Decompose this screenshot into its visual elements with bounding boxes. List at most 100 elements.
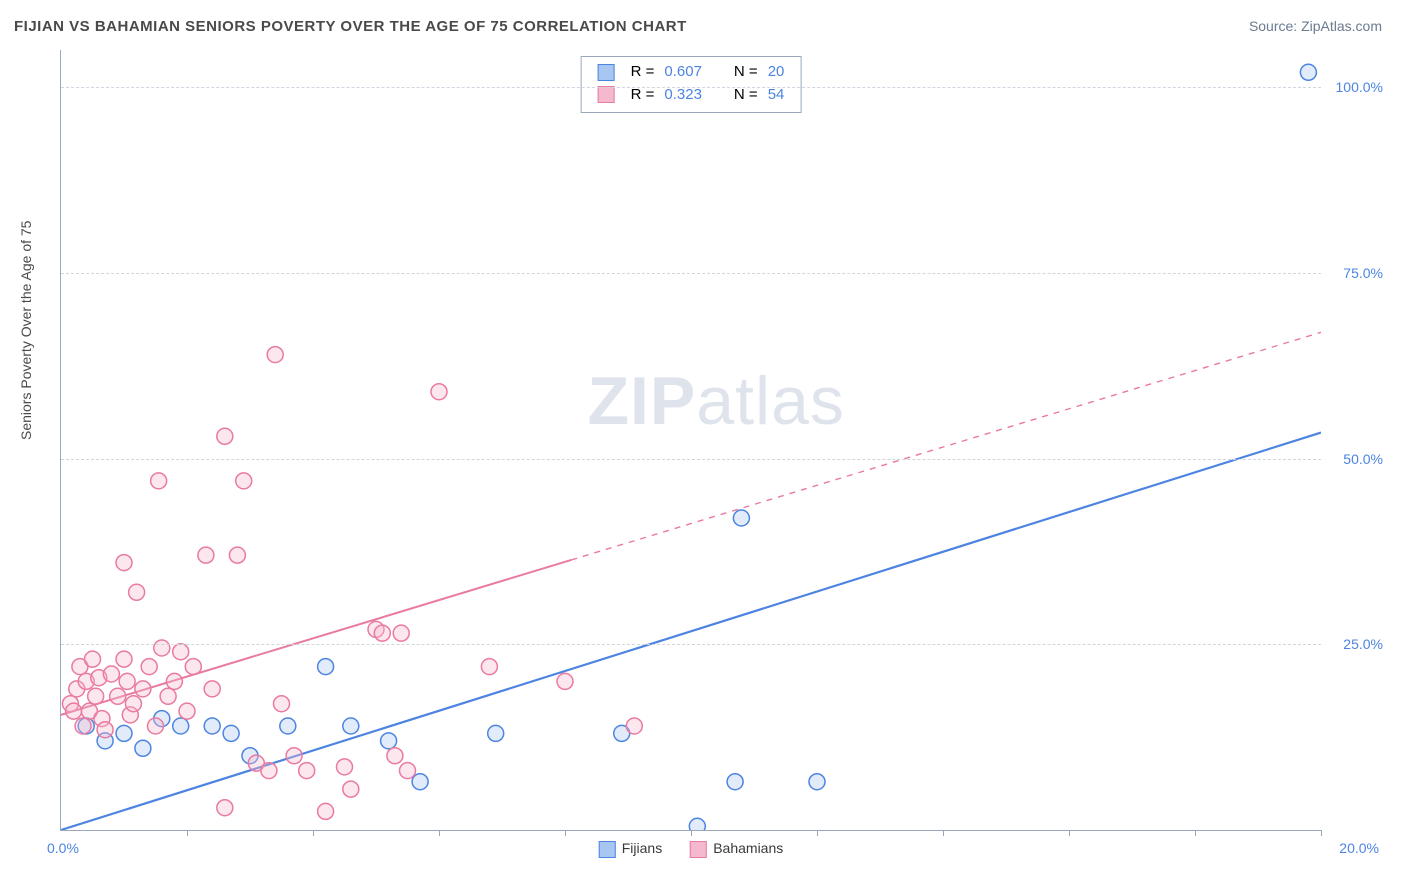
data-point — [229, 547, 245, 563]
legend-swatch — [690, 841, 707, 858]
data-point — [75, 718, 91, 734]
gridline — [61, 459, 1321, 460]
data-point — [141, 659, 157, 675]
data-point — [318, 659, 334, 675]
data-point — [261, 763, 277, 779]
y-tick-label: 100.0% — [1336, 79, 1383, 95]
data-point — [387, 748, 403, 764]
data-point — [381, 733, 397, 749]
data-point — [110, 688, 126, 704]
r-label: R = — [631, 61, 655, 84]
x-tick — [1195, 830, 1196, 836]
x-tick — [187, 830, 188, 836]
data-point — [125, 696, 141, 712]
legend-label: Bahamians — [713, 840, 783, 856]
data-point — [400, 763, 416, 779]
data-point — [343, 781, 359, 797]
data-point — [343, 718, 359, 734]
x-tick — [1069, 830, 1070, 836]
data-point — [223, 725, 239, 741]
legend-swatch — [598, 64, 615, 81]
chart-source: Source: ZipAtlas.com — [1249, 18, 1382, 34]
stats-row: R = 0.607 N = 20 — [598, 61, 785, 84]
x-tick — [1321, 830, 1322, 836]
data-point — [337, 759, 353, 775]
data-point — [135, 740, 151, 756]
data-point — [299, 763, 315, 779]
data-point — [393, 625, 409, 641]
correlation-chart: FIJIAN VS BAHAMIAN SENIORS POVERTY OVER … — [0, 0, 1406, 892]
regression-line — [61, 433, 1321, 830]
r-value: 0.607 — [664, 61, 702, 84]
data-point — [103, 666, 119, 682]
data-point — [626, 718, 642, 734]
data-point — [318, 803, 334, 819]
data-point — [173, 644, 189, 660]
data-point — [173, 718, 189, 734]
legend-item: Bahamians — [690, 840, 783, 858]
gridline — [61, 644, 1321, 645]
data-point — [151, 473, 167, 489]
data-point — [88, 688, 104, 704]
data-point — [217, 800, 233, 816]
legend-item: Fijians — [599, 840, 662, 858]
gridline — [61, 87, 1321, 88]
x-axis-start-label: 0.0% — [47, 840, 79, 856]
chart-title: FIJIAN VS BAHAMIAN SENIORS POVERTY OVER … — [14, 18, 687, 35]
data-point — [85, 651, 101, 667]
data-point — [160, 688, 176, 704]
data-point — [412, 774, 428, 790]
data-point — [286, 748, 302, 764]
legend-label: Fijians — [622, 840, 662, 856]
x-axis-end-label: 20.0% — [1339, 840, 1379, 856]
data-point — [809, 774, 825, 790]
data-point — [116, 651, 132, 667]
data-point — [481, 659, 497, 675]
data-point — [97, 722, 113, 738]
legend-swatch — [599, 841, 616, 858]
plot-area: ZIPatlas 0.0% 20.0% R =0.607N =20R =0.32… — [60, 50, 1321, 831]
series-legend: Fijians Bahamians — [599, 840, 784, 858]
x-tick — [817, 830, 818, 836]
data-point — [217, 428, 233, 444]
data-point — [1300, 64, 1316, 80]
data-point — [274, 696, 290, 712]
data-point — [374, 625, 390, 641]
data-point — [689, 818, 705, 830]
n-label: N = — [734, 61, 758, 84]
n-value: 20 — [768, 61, 785, 84]
x-tick — [691, 830, 692, 836]
data-point — [185, 659, 201, 675]
data-point — [204, 681, 220, 697]
data-point — [116, 555, 132, 571]
stats-legend: R =0.607N =20R =0.323N =54 — [581, 56, 802, 113]
legend-swatch — [598, 86, 615, 103]
y-tick-label: 25.0% — [1343, 636, 1383, 652]
data-point — [66, 703, 82, 719]
y-axis-label: Seniors Poverty Over the Age of 75 — [18, 221, 34, 440]
regression-line-dashed — [571, 332, 1321, 560]
data-point — [733, 510, 749, 526]
data-point — [236, 473, 252, 489]
data-point — [129, 584, 145, 600]
x-tick — [943, 830, 944, 836]
y-tick-label: 75.0% — [1343, 265, 1383, 281]
x-tick — [313, 830, 314, 836]
x-tick — [565, 830, 566, 836]
data-point — [267, 347, 283, 363]
gridline — [61, 273, 1321, 274]
plot-svg — [61, 50, 1321, 830]
data-point — [135, 681, 151, 697]
x-tick — [439, 830, 440, 836]
data-point — [198, 547, 214, 563]
data-point — [166, 673, 182, 689]
data-point — [557, 673, 573, 689]
data-point — [204, 718, 220, 734]
data-point — [280, 718, 296, 734]
y-tick-label: 50.0% — [1343, 451, 1383, 467]
data-point — [154, 640, 170, 656]
data-point — [488, 725, 504, 741]
data-point — [119, 673, 135, 689]
data-point — [431, 384, 447, 400]
data-point — [116, 725, 132, 741]
